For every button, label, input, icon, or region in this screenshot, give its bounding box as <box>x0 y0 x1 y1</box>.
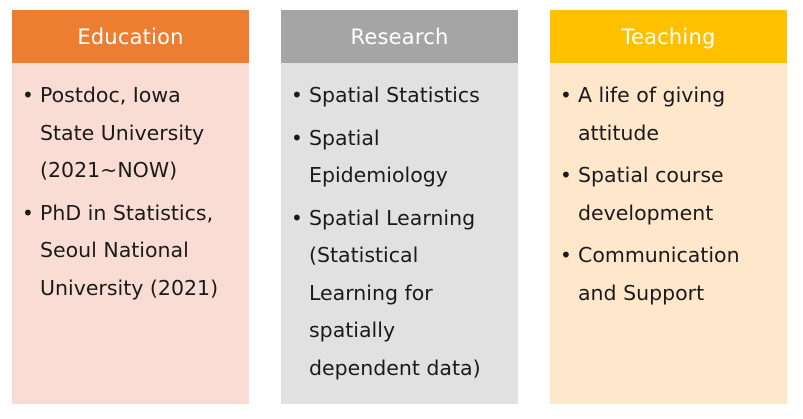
bullet-icon: • <box>560 83 572 107</box>
bullet-icon: • <box>22 200 34 225</box>
education-list: • Postdoc, Iowa State University (2021~NO… <box>22 77 241 307</box>
education-column: Education • Postdoc, Iowa State Universit… <box>12 10 249 404</box>
teaching-header: Teaching <box>550 10 787 63</box>
list-item: • Spatial Statistics <box>291 77 510 115</box>
list-item: • PhD in Statistics, Seoul National Unive… <box>22 195 241 308</box>
research-body: • Spatial Statistics • Spatial Epidemiolog… <box>281 63 518 404</box>
education-body: • Postdoc, Iowa State University (2021~NO… <box>12 63 249 404</box>
list-item: • A life of giving attitude <box>560 77 779 152</box>
teaching-title: Teaching <box>621 24 716 49</box>
teaching-list: • A life of giving attitude • Spatial cour… <box>560 77 779 312</box>
list-item: • Spatial course development <box>560 157 779 232</box>
teaching-column: Teaching • A life of giving attitude • Spa… <box>550 10 787 404</box>
bullet-icon: • <box>560 163 572 187</box>
bullet-icon: • <box>291 205 303 230</box>
list-item: • Spatial Learning (Statistical Learning … <box>291 200 510 388</box>
teaching-body: • A life of giving attitude • Spatial cour… <box>550 63 787 404</box>
education-header: Education <box>12 10 249 63</box>
list-item: • Postdoc, Iowa State University (2021~NO… <box>22 77 241 190</box>
research-column: Research • Spatial Statistics • Spatial Ep… <box>281 10 518 404</box>
research-title: Research <box>350 24 449 49</box>
list-item: • Communication and Support <box>560 237 779 312</box>
list-item: • Spatial Epidemiology <box>291 120 510 195</box>
bullet-icon: • <box>291 125 303 150</box>
research-header: Research <box>281 10 518 63</box>
research-list: • Spatial Statistics • Spatial Epidemiolog… <box>291 77 510 387</box>
bullet-icon: • <box>560 243 572 267</box>
bullet-icon: • <box>22 83 34 107</box>
education-title: Education <box>77 24 184 49</box>
bullet-icon: • <box>291 83 303 107</box>
